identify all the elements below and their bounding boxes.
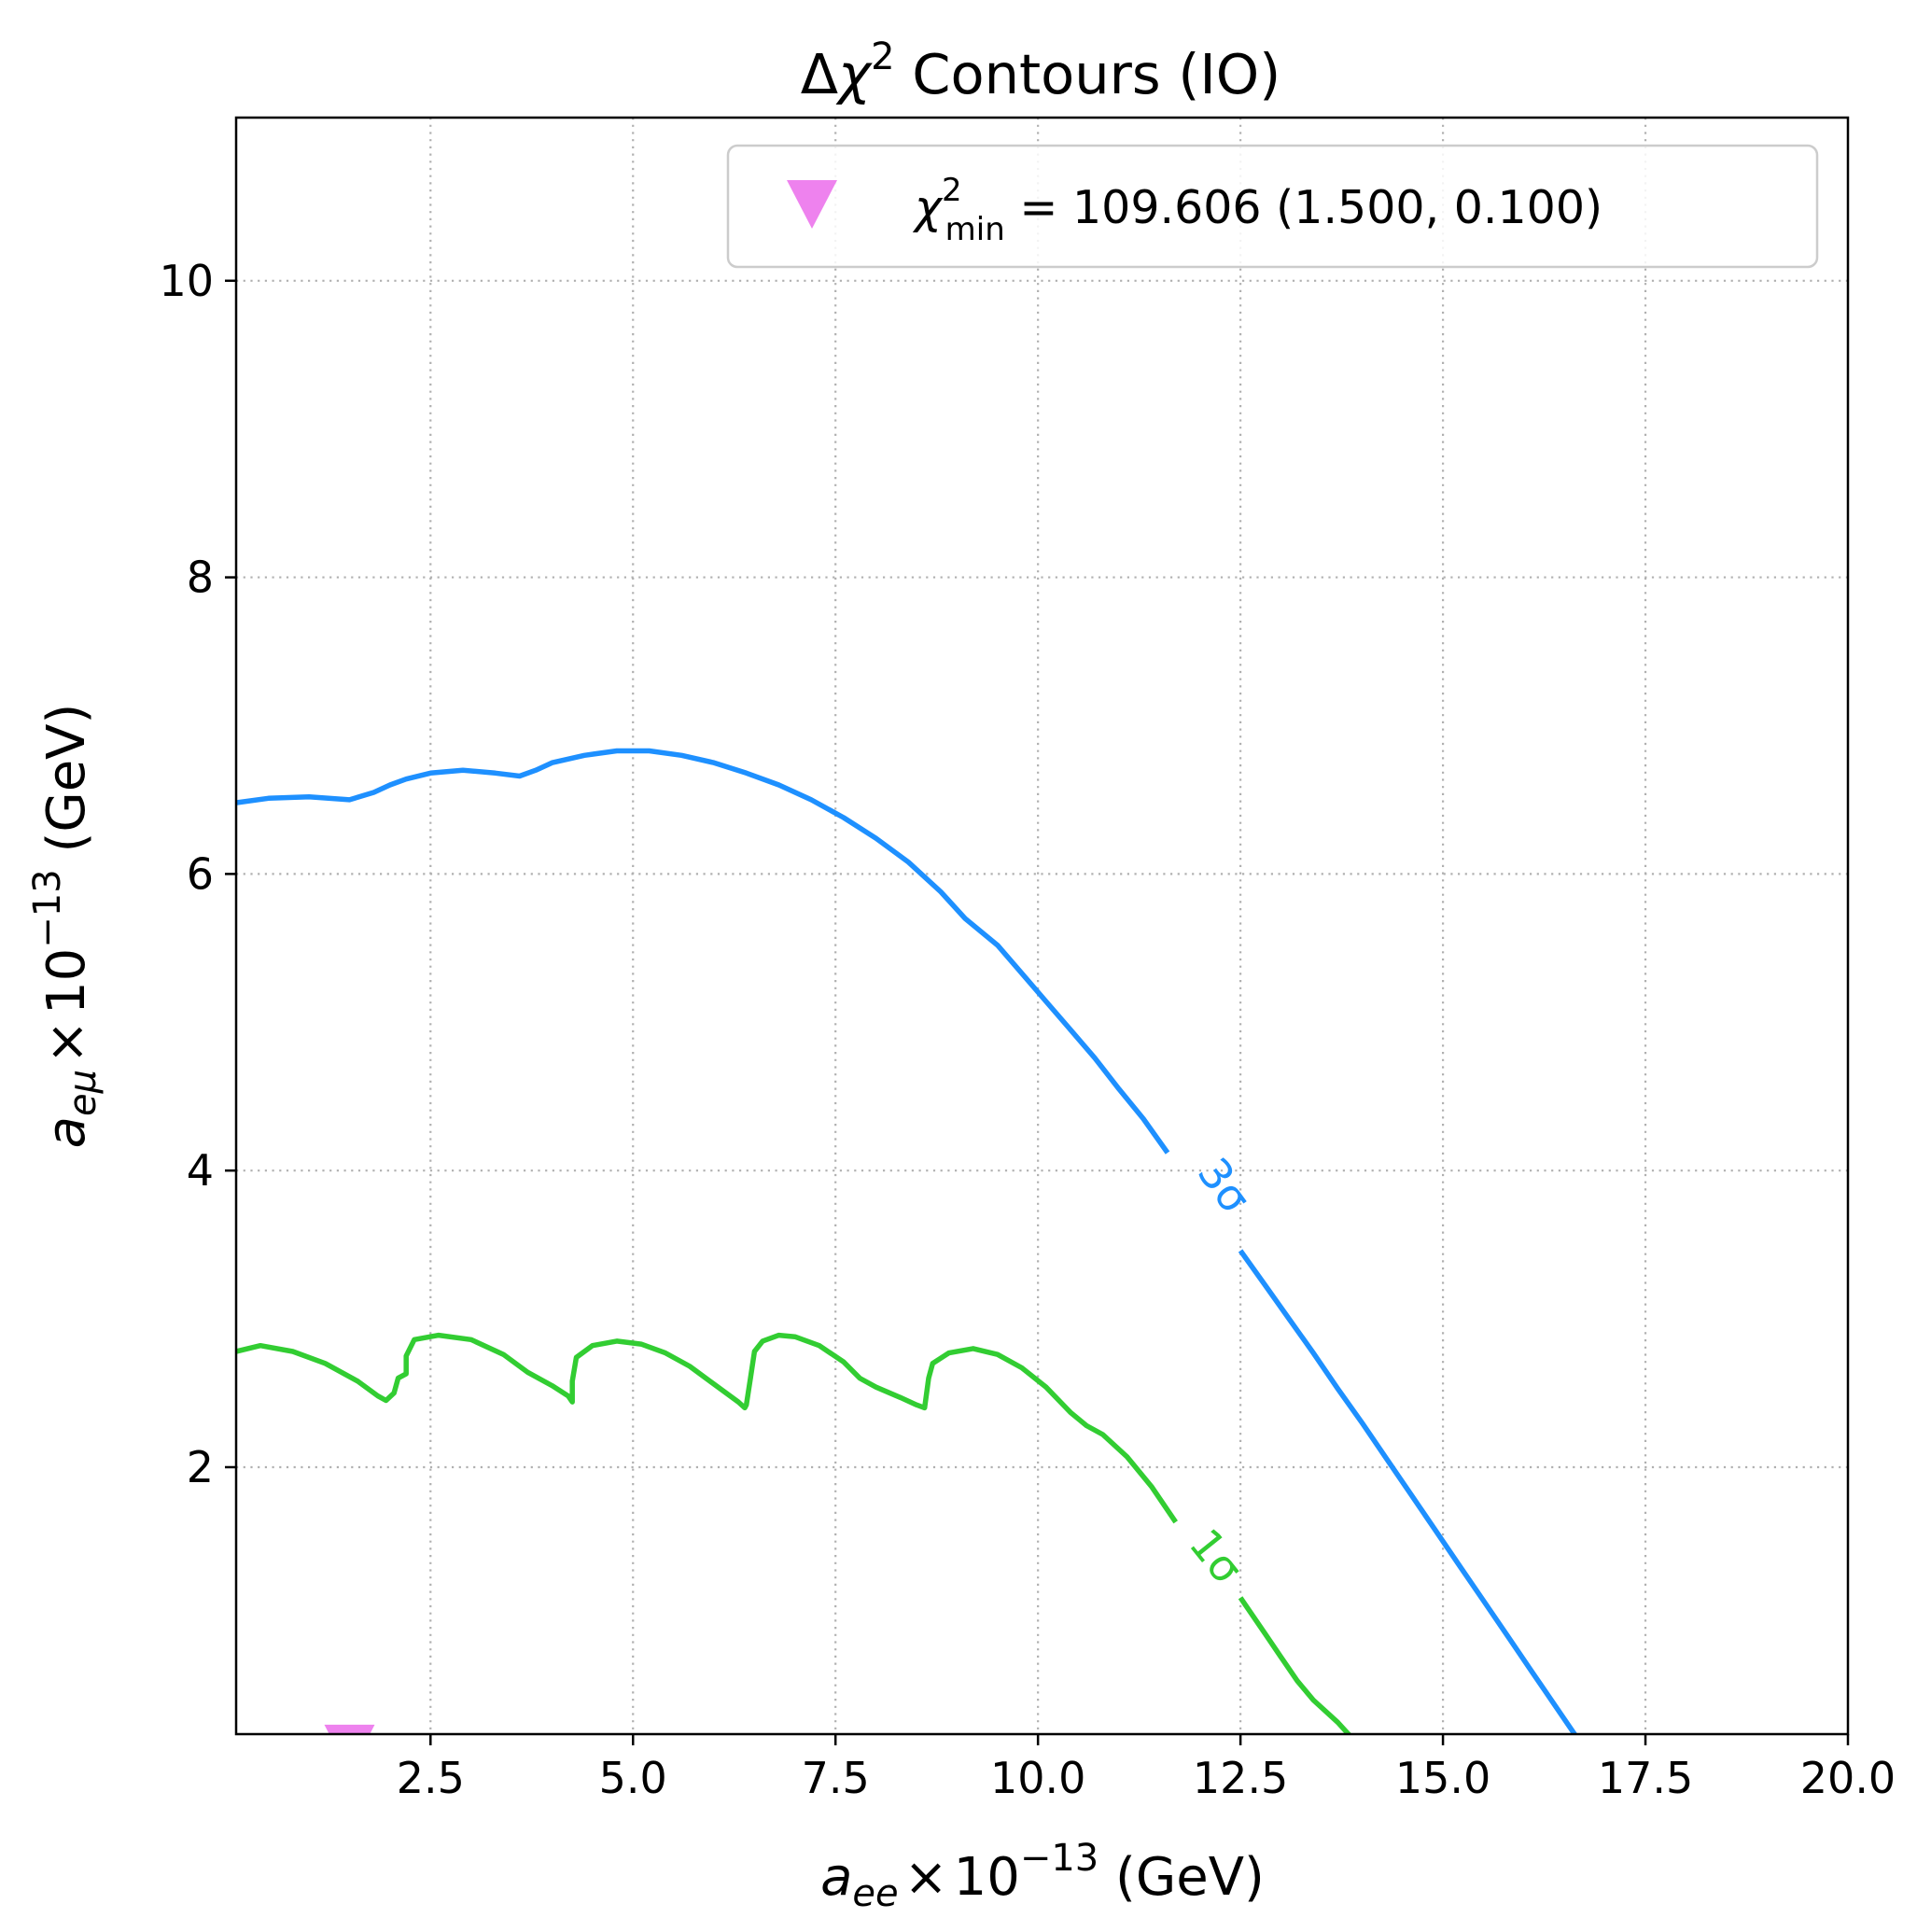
y-tick-label: 2 <box>187 1442 214 1492</box>
y-tick-label: 10 <box>159 256 214 306</box>
contour-line-3-sigma <box>236 748 1170 1155</box>
legend: χ2 min = 109.606 (1.500, 0.100) <box>726 144 1819 269</box>
plot-area <box>236 118 1848 1734</box>
axis-ticks: 2.5 5.0 7.5 10.0 12.5 15.0 17.5 20.0 2 4 6 8 10 <box>159 256 1896 1803</box>
x-tick-label: 10.0 <box>990 1753 1085 1803</box>
chi2-min-marker <box>324 1724 375 1734</box>
x-tick-label: 15.0 <box>1395 1753 1490 1803</box>
y-tick-label: 6 <box>187 848 214 899</box>
legend-box <box>726 144 1819 269</box>
contour-line-3-sigma <box>1238 1249 1578 1734</box>
x-tick-label: 7.5 <box>802 1753 870 1803</box>
legend-marker-triangle-down-icon <box>787 180 837 229</box>
plot-frame <box>234 116 1850 1736</box>
x-tick-label: 5.0 <box>599 1753 667 1803</box>
x-tick-label: 2.5 <box>397 1753 465 1803</box>
y-tick-label: 4 <box>187 1145 214 1196</box>
x-axis-label: aee × 10−13 (GeV) <box>820 1837 1265 1915</box>
contour-lines <box>236 748 1578 1734</box>
chart-title: Δχ2 Contours (IO) <box>801 35 1280 106</box>
minimum-marker-layer <box>324 1724 375 1734</box>
y-tick-label: 8 <box>187 553 214 603</box>
contour-line-1-sigma <box>236 1332 1178 1524</box>
contour-line-1-sigma <box>1238 1596 1352 1734</box>
x-tick-label: 20.0 <box>1800 1753 1896 1803</box>
y-axis-label: aeμ×10−13 (GeV) <box>26 704 105 1149</box>
legend-entry-label: χ2 min = 109.606 (1.500, 0.100) <box>912 172 1602 248</box>
x-tick-label: 12.5 <box>1193 1753 1288 1803</box>
grid <box>236 118 1848 1734</box>
x-tick-label: 17.5 <box>1598 1753 1693 1803</box>
